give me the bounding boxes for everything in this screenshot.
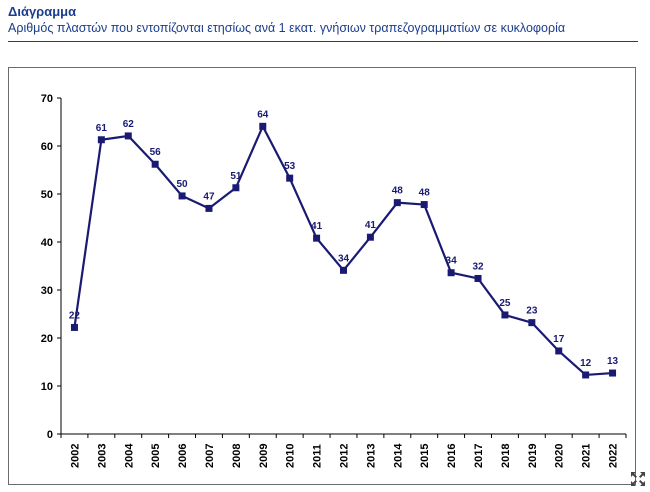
data-point bbox=[366, 233, 374, 241]
data-point bbox=[205, 204, 213, 212]
x-tick-label: 2005 bbox=[150, 444, 162, 468]
data-point bbox=[232, 184, 240, 192]
x-tick-label: 2006 bbox=[177, 444, 189, 468]
x-tick-label: 2016 bbox=[446, 444, 458, 468]
chart-header: Διάγραμμα Αριθμός πλαστών που εντοπίζοντ… bbox=[8, 4, 636, 36]
data-label: 62 bbox=[123, 119, 135, 130]
chart-subtitle: Αριθμός πλαστών που εντοπίζονται ετησίως… bbox=[8, 21, 566, 35]
data-point bbox=[447, 269, 455, 277]
y-tick-label: 0 bbox=[47, 429, 53, 441]
data-point bbox=[501, 311, 509, 319]
x-tick-label: 2007 bbox=[204, 444, 216, 468]
data-point bbox=[582, 371, 590, 379]
data-label: 51 bbox=[230, 171, 242, 182]
data-point bbox=[259, 122, 267, 130]
data-point bbox=[609, 369, 617, 377]
data-label: 34 bbox=[446, 256, 458, 267]
data-label: 23 bbox=[526, 306, 538, 317]
x-tick-label: 2008 bbox=[231, 444, 243, 468]
chart-heading: Διάγραμμα bbox=[8, 4, 77, 19]
data-point bbox=[97, 136, 105, 144]
x-tick-label: 2021 bbox=[581, 444, 593, 468]
x-tick-label: 2020 bbox=[554, 444, 566, 468]
y-tick-label: 40 bbox=[41, 237, 53, 249]
y-tick-label: 70 bbox=[41, 93, 53, 105]
header-divider bbox=[8, 41, 638, 42]
y-tick-label: 30 bbox=[41, 285, 53, 297]
x-tick-label: 2014 bbox=[392, 443, 404, 468]
data-point bbox=[151, 160, 159, 168]
x-tick-label: 2019 bbox=[527, 444, 539, 468]
data-label: 50 bbox=[177, 179, 189, 190]
data-point bbox=[340, 266, 347, 274]
line-chart: 0 10 20 30 40 50 60 70 2002 2003 2004 2005 2006 2007 2… bbox=[41, 93, 627, 468]
data-label: 48 bbox=[392, 186, 404, 197]
data-label: 47 bbox=[203, 191, 215, 202]
data-point bbox=[555, 347, 563, 355]
data-label: 25 bbox=[499, 298, 511, 309]
data-point bbox=[393, 199, 401, 207]
data-point bbox=[178, 192, 186, 200]
expand-arrows-icon[interactable] bbox=[630, 471, 646, 487]
data-label: 41 bbox=[365, 220, 377, 231]
x-tick-label: 2011 bbox=[312, 444, 324, 468]
x-tick-label: 2003 bbox=[96, 444, 108, 468]
data-label: 64 bbox=[257, 109, 269, 120]
data-label: 32 bbox=[472, 261, 484, 272]
x-tick-label: 2013 bbox=[365, 444, 377, 468]
x-tick-label: 2017 bbox=[473, 444, 485, 468]
x-tick-label: 2015 bbox=[419, 444, 431, 468]
data-point bbox=[313, 234, 321, 242]
x-tick-label: 2004 bbox=[123, 443, 135, 468]
y-tick-label: 50 bbox=[41, 189, 53, 201]
data-point bbox=[420, 201, 428, 209]
data-label: 22 bbox=[69, 310, 81, 321]
x-tick-label: 2002 bbox=[69, 444, 81, 468]
data-label: 17 bbox=[553, 334, 565, 345]
data-label: 41 bbox=[311, 221, 323, 232]
x-tick-label: 2012 bbox=[339, 444, 351, 468]
data-point bbox=[528, 319, 536, 327]
data-label: 12 bbox=[580, 358, 592, 369]
data-label: 53 bbox=[284, 161, 296, 172]
chart-frame: 0 10 20 30 40 50 60 70 2002 2003 2004 2005 2006 2007 2… bbox=[8, 67, 636, 485]
data-label: 56 bbox=[150, 147, 162, 158]
data-label: 48 bbox=[419, 188, 431, 199]
data-point bbox=[474, 274, 482, 282]
data-point bbox=[70, 323, 78, 331]
y-tick-label: 10 bbox=[41, 381, 53, 393]
data-label: 13 bbox=[607, 356, 619, 367]
x-tick-label: 2009 bbox=[258, 444, 270, 468]
data-point bbox=[286, 174, 294, 182]
x-tick-label: 2022 bbox=[608, 444, 620, 468]
y-tick-label: 60 bbox=[41, 141, 53, 153]
data-point bbox=[124, 132, 132, 140]
y-tick-label: 20 bbox=[41, 333, 53, 345]
data-label: 61 bbox=[96, 123, 108, 134]
x-tick-label: 2010 bbox=[285, 444, 297, 468]
data-label: 34 bbox=[338, 253, 350, 264]
x-tick-label: 2018 bbox=[500, 444, 512, 468]
